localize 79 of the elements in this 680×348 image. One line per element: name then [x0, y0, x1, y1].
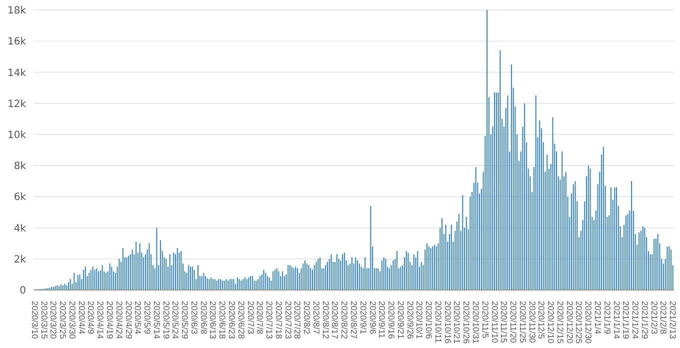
x-tick-label: 2020/8/22 — [340, 301, 350, 340]
x-tick-label: 2020/5/24 — [170, 301, 181, 340]
x-tick-label: 2020/12/20 — [564, 301, 575, 344]
x-tick-label: 2020/5/4 — [133, 301, 144, 334]
x-tick-label: 2021/1/9 — [602, 301, 612, 334]
x-tick-label: 2021/2/8 — [658, 301, 669, 334]
x-tick-label: 2020/12/30 — [584, 301, 594, 344]
x-tick-label: 2020/4/24 — [114, 301, 124, 340]
y-tick-label: 10k — [7, 130, 26, 141]
x-tick-label: 2020/8/7 — [311, 301, 322, 334]
y-tick-label: 18k — [7, 6, 26, 17]
x-tick-label: 2021/1/29 — [640, 301, 650, 340]
x-tick-label: 2020/10/21 — [452, 301, 462, 344]
x-tick-label: 2021/1/4 — [592, 301, 603, 334]
y-tick-label: 14k — [7, 68, 26, 79]
x-tick-label: 2020/4/29 — [124, 301, 134, 340]
x-tick-label: 2020/8/2 — [302, 301, 312, 334]
x-tick-label: 2020/5/19 — [161, 301, 172, 340]
x-tick-label: 2020/9/1 — [358, 301, 368, 334]
x-tick-label: 2020/10/26 — [462, 301, 472, 344]
x-tick-label: 2020/3/15 — [39, 301, 50, 340]
x-tick-label: 2020/11/10 — [490, 301, 500, 344]
x-tick-label: 2020/10/11 — [433, 301, 444, 344]
x-tick-label: 2020/10/16 — [442, 301, 453, 344]
x-tick-label: 2020/7/18 — [274, 301, 284, 340]
x-tick-label: 2020/9/11 — [377, 301, 388, 338]
x-tick-label: 2020/4/4 — [76, 301, 87, 334]
x-tick-label: 2020/12/10 — [546, 301, 556, 344]
x-tick-label: 2020/8/17 — [330, 301, 340, 340]
x-tick-label: 2020/8/27 — [349, 301, 359, 340]
y-tick-label: 2k — [14, 254, 26, 266]
x-tick-label: 2020/9/16 — [386, 301, 397, 340]
y-tick-label: 0 — [20, 286, 26, 297]
x-tick-label: 2020/5/9 — [142, 301, 153, 334]
x-tick-label: 2020/6/23 — [227, 301, 238, 340]
x-tick-label: 2020/11/30 — [527, 301, 538, 344]
x-tick-label: 2020/9/6 — [368, 301, 378, 334]
x-tick-label: 2020/9/26 — [405, 301, 416, 340]
x-tick-label: 2020/6/3 — [189, 301, 200, 334]
y-tick-label: 6k — [14, 192, 26, 204]
x-tick-label: 2020/4/14 — [96, 301, 106, 340]
x-tick-label: 2020/3/10 — [30, 301, 40, 340]
x-tick-label: 2020/12/25 — [574, 301, 584, 344]
x-tick-label: 2020/3/20 — [48, 301, 59, 340]
x-tick-label: 2021/2/3 — [649, 301, 660, 334]
x-tick-label: 2020/10/31 — [470, 301, 481, 344]
x-tick-label: 2020/11/25 — [518, 301, 528, 344]
x-tick-label: 2021/1/19 — [621, 301, 632, 340]
x-tick-label: 2020/4/9 — [86, 301, 96, 334]
x-tick-label: 2020/11/20 — [508, 301, 519, 344]
x-tick-label: 2020/6/8 — [198, 301, 209, 334]
x-tick-label: 2020/10/6 — [424, 301, 434, 340]
x-tick-label: 2021/1/24 — [630, 301, 641, 340]
y-tick-label: 8k — [14, 161, 26, 172]
x-tick-label: 2020/5/14 — [152, 301, 162, 340]
x-tick-label: 2021/2/13 — [668, 301, 678, 340]
x-tick-label: 2020/7/3 — [246, 301, 256, 334]
y-tick-label: 12k — [7, 98, 26, 110]
y-tick-label: 16k — [7, 36, 26, 48]
x-tick-label: 2020/7/8 — [255, 301, 266, 334]
x-tick-label: 2020/5/29 — [180, 301, 190, 340]
x-tick-label: 2020/10/1 — [414, 301, 425, 340]
y-tick-label: 4k — [14, 223, 26, 234]
x-tick-label: 2020/11/15 — [499, 301, 510, 344]
x-tick-label: 2020/6/18 — [218, 301, 228, 340]
x-tick-label: 2020/6/28 — [236, 301, 246, 340]
x-tick-label: 2020/6/13 — [208, 301, 218, 340]
x-tick-label: 2020/4/19 — [105, 301, 116, 340]
x-tick-label: 2020/7/23 — [283, 301, 294, 340]
x-tick-label: 2020/9/21 — [396, 301, 406, 340]
x-tick-label: 2020/7/13 — [264, 301, 275, 340]
x-tick-label: 2020/12/15 — [555, 301, 566, 344]
x-tick-label: 2020/8/12 — [320, 301, 331, 340]
x-tick-label: 2020/3/25 — [58, 301, 68, 340]
x-tick-label: 2021/1/14 — [612, 301, 622, 340]
x-tick-label: 2020/12/5 — [536, 301, 547, 340]
x-tick-label: 2020/3/30 — [67, 301, 78, 340]
x-tick-label: 2020/7/28 — [292, 301, 303, 340]
x-tick-label: 2020/11/5 — [480, 301, 490, 338]
